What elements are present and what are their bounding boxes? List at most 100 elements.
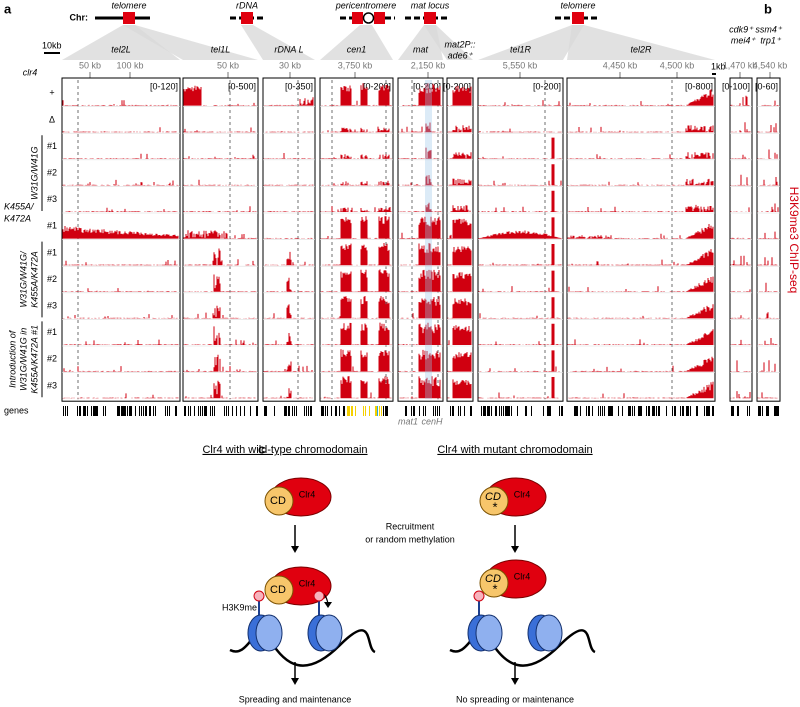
gene (411, 406, 412, 416)
column-name: cen1 (347, 44, 367, 54)
gene (325, 406, 326, 416)
range-label: [0-200] (443, 81, 471, 91)
gene (543, 406, 544, 416)
nucleosome (315, 614, 343, 652)
gene (228, 406, 229, 416)
gene (65, 406, 66, 416)
column-name: tel2R (630, 44, 652, 54)
signal-track (567, 178, 714, 186)
signal-track (757, 257, 778, 266)
gene (503, 406, 504, 416)
cd-label: CD (270, 584, 286, 596)
coord-label: 2,150 kb (411, 60, 446, 70)
gene-track-bg (398, 406, 443, 416)
range-label: [0-100] (722, 81, 750, 91)
signal-track (398, 202, 442, 212)
gene (733, 406, 734, 416)
signal-track (321, 349, 391, 372)
gene (525, 406, 527, 416)
gene (123, 406, 125, 416)
gene (250, 406, 251, 416)
signal-track (400, 296, 441, 319)
gene (618, 406, 619, 416)
gene (413, 406, 415, 416)
centromere (362, 12, 375, 24)
gene (169, 406, 170, 416)
group-label: W31G/W41G (29, 146, 39, 200)
gene (712, 406, 714, 416)
signal-track (264, 237, 313, 239)
gene (93, 406, 95, 416)
range-label: [0-800] (685, 81, 713, 91)
gene (505, 406, 507, 416)
gene (460, 406, 461, 416)
gene (634, 406, 635, 416)
signal-track (479, 297, 561, 319)
chromodomain (264, 486, 294, 516)
signal-track (183, 85, 257, 106)
gene (774, 406, 776, 416)
signal-track (730, 95, 750, 106)
arrowhead (511, 546, 519, 553)
zoom-wedge (320, 25, 393, 60)
zoom-wedge (424, 25, 473, 60)
gene (256, 406, 258, 416)
gene (501, 406, 502, 416)
signal-track (264, 251, 314, 266)
gene (481, 406, 482, 416)
signal-track (183, 206, 257, 212)
group-label: K455A/K472A #1 (29, 325, 39, 394)
signal-track (63, 153, 179, 159)
scale-label: 10kb (42, 40, 62, 50)
column-name: rDNA L (274, 44, 303, 54)
arrowhead (291, 546, 299, 553)
gene (686, 406, 688, 416)
gene (266, 406, 267, 416)
gene (487, 406, 489, 416)
row-label: Δ (49, 114, 55, 124)
zoom-wedge (241, 25, 315, 60)
gene-track-bg (320, 406, 393, 416)
signal-track (478, 137, 562, 159)
signal-track (62, 226, 179, 239)
gene (576, 406, 578, 416)
gene (423, 406, 424, 416)
coord-label: 50 kb (217, 60, 239, 70)
region-label: telomere (560, 0, 595, 10)
gene (499, 406, 500, 416)
signal-track (62, 288, 177, 292)
row-label: #2 (47, 274, 57, 284)
signal-track (478, 244, 562, 266)
gene-track-bg (183, 406, 258, 416)
gene (656, 406, 657, 416)
column-name: ssm4⁺ (755, 24, 783, 34)
gene (141, 406, 142, 416)
signal-track (567, 89, 714, 106)
signal-track (757, 392, 778, 399)
row-label: #3 (47, 300, 57, 310)
gene (188, 406, 189, 416)
signal-track (62, 127, 177, 133)
zoom-wedge (567, 25, 715, 60)
gene (600, 406, 601, 416)
gene (105, 406, 106, 416)
gene (232, 406, 233, 416)
clr4-label: Clr4 (299, 578, 316, 588)
gene (658, 406, 660, 416)
signal-track (183, 154, 257, 159)
signal-track (479, 350, 560, 372)
gene (588, 406, 590, 416)
gene (682, 406, 684, 416)
range-label: [0-200] (413, 81, 441, 91)
gene (574, 406, 576, 416)
signal-track (263, 361, 314, 372)
genes-label: genes (4, 405, 29, 415)
column-name: trp1⁺ (760, 35, 782, 45)
column-name: tel2L (111, 44, 131, 54)
cenH-highlight (425, 80, 432, 400)
range-label: [0-200] (533, 81, 561, 91)
gene (335, 406, 337, 416)
signal-track (730, 255, 751, 266)
signal-track (402, 83, 442, 106)
cartoon-title: Clr4 with mutant chromodomain (437, 444, 592, 456)
